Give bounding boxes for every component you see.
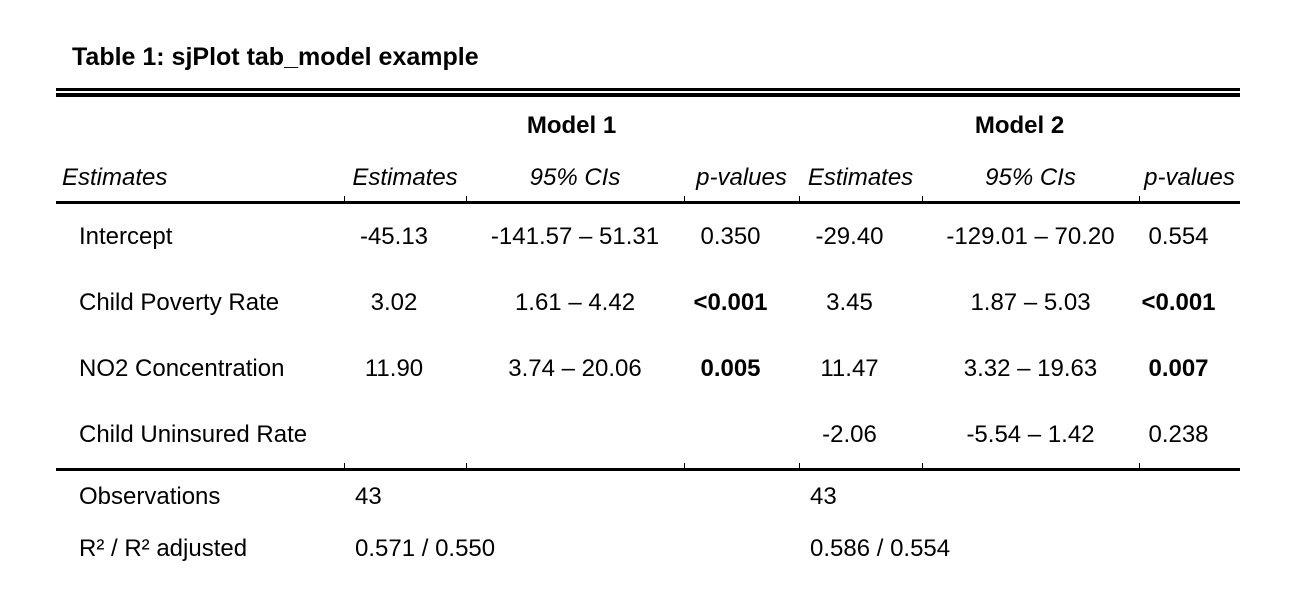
m2-pvalue-cell: 0.238	[1139, 402, 1240, 471]
row-label: Child Poverty Rate	[79, 289, 280, 316]
spacer-cell	[56, 97, 344, 154]
row-label: Child Uninsured Rate	[56, 402, 344, 471]
m1-observations-cell: 43	[355, 483, 382, 510]
m1-ci-cell	[466, 402, 684, 471]
m1-pvalue-cell: <0.001	[693, 289, 768, 316]
row-intercept: Intercept -45.13 -141.57 – 51.31 0.350 -…	[56, 203, 1240, 271]
m2-ci-cell: -5.54 – 1.42	[922, 402, 1139, 471]
m1-ci-header: 95% CIs	[466, 154, 684, 204]
row-no2-concentration: NO2 Concentration 11.90 3.74 – 20.06 0.0…	[56, 336, 1240, 402]
regression-table: Model 1 Model 2 Estimates Estimates 95% …	[56, 97, 1240, 575]
row-label: R² / R² adjusted	[79, 535, 248, 562]
m1-ci-cell: -141.57 – 51.31	[490, 223, 660, 250]
m2-pvalue-cell: 0.007	[1148, 355, 1209, 382]
m2-ci-cell: 3.32 – 19.63	[963, 355, 1098, 382]
m1-pvalue-cell: 0.350	[700, 223, 761, 250]
m2-estimate-cell: 3.45	[826, 289, 873, 316]
m2-estimate-cell: 11.47	[820, 355, 879, 382]
m1-ci-cell: 3.74 – 20.06	[508, 355, 642, 382]
row-child-uninsured-rate: Child Uninsured Rate -2.06 -5.54 – 1.42 …	[56, 402, 1240, 471]
m1-estimate-cell: -45.13	[359, 223, 429, 250]
model2-header: Model 2	[974, 111, 1065, 139]
table-title: Table 1: sjPlot tab_model example	[72, 43, 479, 71]
m2-r-squared-cell: 0.586 / 0.554	[810, 535, 951, 562]
m1-r-squared-cell: 0.571 / 0.550	[355, 535, 496, 562]
m2-estimates-header: Estimates	[799, 154, 922, 204]
m2-estimate-cell: -2.06	[799, 402, 922, 471]
m1-ci-cell: 1.61 – 4.42	[514, 289, 636, 316]
m2-ci-cell: 1.87 – 5.03	[970, 289, 1091, 316]
label-column-header: Estimates	[56, 154, 344, 204]
m2-ci-header: 95% CIs	[922, 154, 1139, 204]
model-names-row: Model 1 Model 2	[56, 97, 1240, 154]
m2-pvalue-cell: 0.554	[1148, 223, 1209, 250]
row-label: Observations	[79, 483, 221, 510]
row-label: NO2 Concentration	[79, 355, 285, 382]
m1-pvalue-cell	[684, 402, 799, 471]
column-headers-row: Estimates Estimates 95% CIs p-values Est…	[56, 154, 1240, 204]
row-observations: Observations 43 43	[56, 470, 1240, 524]
m1-estimate-cell: 3.02	[370, 289, 418, 316]
row-label: Intercept	[79, 223, 173, 250]
m1-estimates-header: Estimates	[344, 154, 466, 204]
row-r-squared: R² / R² adjusted 0.571 / 0.550 0.586 / 0…	[56, 523, 1240, 575]
row-child-poverty-rate: Child Poverty Rate 3.02 1.61 – 4.42 <0.0…	[56, 270, 1240, 336]
document-page: Table 1: sjPlot tab_model example Model …	[0, 42, 1316, 600]
m2-pvalues-header: p-values	[1139, 154, 1240, 204]
m2-observations-cell: 43	[810, 483, 837, 510]
m2-ci-cell: -129.01 – 70.20	[946, 223, 1115, 250]
top-double-rule	[56, 88, 1240, 97]
m1-pvalues-header: p-values	[684, 154, 799, 204]
model1-header: Model 1	[526, 111, 617, 139]
m2-estimate-cell: -29.40	[815, 223, 884, 250]
m1-estimate-cell: 11.90	[364, 355, 424, 382]
m2-pvalue-cell: <0.001	[1141, 289, 1216, 316]
m1-pvalue-cell: 0.005	[700, 355, 761, 382]
m1-estimate-cell	[344, 402, 466, 471]
